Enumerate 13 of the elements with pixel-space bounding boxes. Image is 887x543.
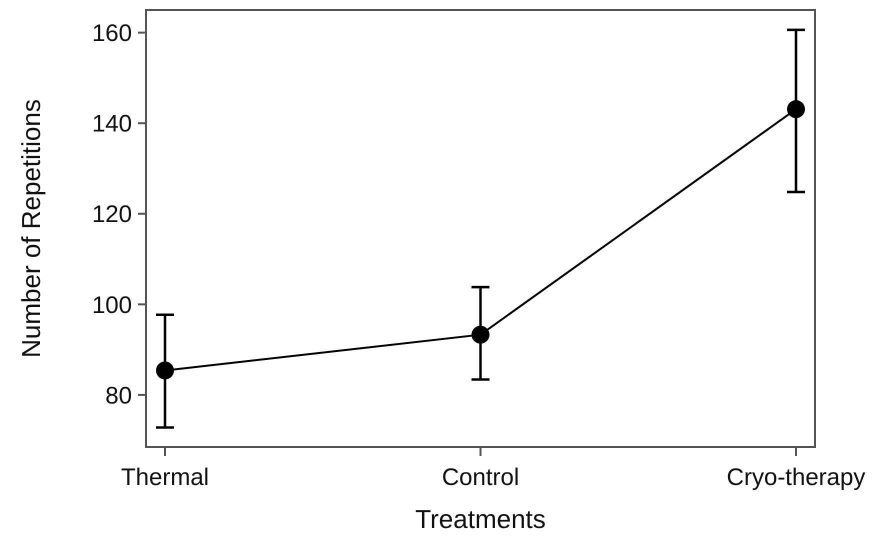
x-axis-title: Treatments: [415, 504, 546, 534]
point: [472, 326, 490, 344]
x-tick-label: Thermal: [120, 464, 210, 491]
y-tick-label: 120: [92, 201, 132, 228]
x-tick-label: Control: [442, 464, 520, 491]
point: [787, 100, 805, 118]
y-tick-label: 100: [92, 292, 132, 319]
y-axis-title: Number of Repetitions: [16, 99, 46, 358]
y-tick-label: 160: [92, 20, 132, 48]
y-tick-label: 80: [105, 382, 132, 410]
x-tick-label: Cryo-therapy: [726, 464, 866, 491]
point: [156, 361, 174, 380]
y-tick-label: 140: [92, 110, 132, 138]
